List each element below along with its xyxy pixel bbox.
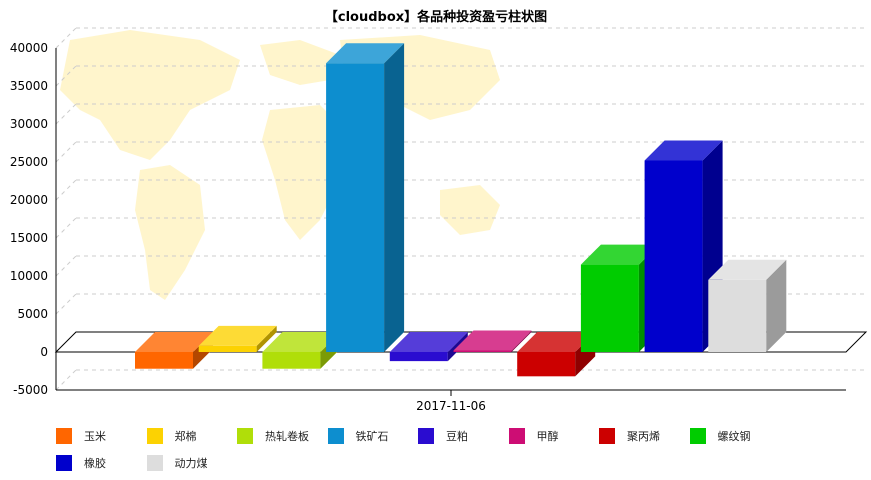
y-tick-label: 30000 xyxy=(10,117,48,131)
legend-label: 螺纹钢 xyxy=(717,430,751,443)
legend-swatch xyxy=(56,455,72,471)
bar-side xyxy=(256,325,277,352)
legend-label: 橡胶 xyxy=(84,457,106,470)
legend-item[interactable]: 甲醇 xyxy=(508,428,559,444)
bar-front xyxy=(517,352,576,377)
world-map-watermark xyxy=(60,30,500,300)
legend-swatch xyxy=(327,428,344,444)
legend-swatch xyxy=(237,428,253,444)
bar-front xyxy=(453,350,512,352)
legend-label: 铁矿石 xyxy=(355,430,389,443)
chart-title: 【cloudbox】各品种投资盈亏柱状图 xyxy=(325,9,547,25)
y-tick-label: 15000 xyxy=(10,231,48,245)
bar-top xyxy=(326,43,405,64)
y-tick-label: 5000 xyxy=(17,307,48,321)
legend-swatch xyxy=(146,455,163,471)
bar-top xyxy=(580,244,659,265)
gridline xyxy=(55,179,77,201)
legend-swatch xyxy=(508,428,525,444)
bar-front xyxy=(135,352,193,369)
bar-top xyxy=(389,332,468,352)
axes: -5000 0 5000 10000 15000 20000 25000 30000 35000… xyxy=(10,41,868,413)
bar-front xyxy=(389,352,448,362)
legend-swatch xyxy=(56,428,72,444)
legend-label: 动力煤 xyxy=(174,457,208,470)
y-tick-label: 40000 xyxy=(10,41,48,55)
y-tick-label: 0 xyxy=(40,345,48,359)
legend-label: 玉米 xyxy=(84,430,106,443)
legend-item[interactable]: 热轧卷板 xyxy=(237,428,309,444)
bar xyxy=(198,325,277,352)
legend-item[interactable]: 豆粕 xyxy=(418,428,468,444)
bar-front xyxy=(580,264,639,352)
bar-front xyxy=(262,352,321,369)
y-tick-label: 25000 xyxy=(10,155,48,169)
x-tick-label: 2017-11-06 xyxy=(416,399,486,413)
bar-side xyxy=(766,259,787,352)
legend-swatch xyxy=(689,428,706,444)
bar-top xyxy=(198,325,277,346)
y-tick-label: 10000 xyxy=(10,269,48,283)
gridline xyxy=(55,141,77,163)
y-tick-label: -5000 xyxy=(13,383,48,397)
legend-swatch xyxy=(418,428,434,444)
bar xyxy=(517,332,596,377)
bar-side xyxy=(384,43,405,352)
legend-label: 热轧卷板 xyxy=(265,430,309,443)
gridline xyxy=(55,103,77,125)
legend-label: 豆粕 xyxy=(446,430,468,443)
gridline xyxy=(55,255,77,277)
legend-item[interactable]: 聚丙烯 xyxy=(599,428,660,444)
bar-front xyxy=(708,279,767,352)
legend-item[interactable]: 动力煤 xyxy=(146,455,208,471)
legend-label: 甲醇 xyxy=(536,430,559,443)
bar-top xyxy=(517,332,596,352)
bar xyxy=(453,330,532,352)
legend-item[interactable]: 铁矿石 xyxy=(327,428,389,444)
bar-top xyxy=(453,330,532,351)
bar xyxy=(389,332,468,362)
y-tick-label: 20000 xyxy=(10,193,48,207)
gridline xyxy=(55,369,77,391)
bar-top xyxy=(262,332,341,352)
bar-side xyxy=(511,330,532,352)
bar-front xyxy=(644,160,703,352)
legend-item[interactable]: 螺纹钢 xyxy=(689,428,751,444)
legend-label: 聚丙烯 xyxy=(627,430,660,443)
legend-swatch xyxy=(146,428,163,444)
bar-front xyxy=(326,63,385,352)
legend-item[interactable]: 玉米 xyxy=(56,428,106,444)
legend-label: 郑棉 xyxy=(174,430,197,443)
gridline xyxy=(55,293,77,315)
legend-swatch xyxy=(599,428,615,444)
legend-item[interactable]: 郑棉 xyxy=(146,428,197,444)
bar-top xyxy=(644,140,723,161)
gridline xyxy=(55,217,77,239)
bar-top xyxy=(708,259,787,280)
bars xyxy=(135,43,787,377)
legend-item[interactable]: 橡胶 xyxy=(56,455,106,471)
bar-front xyxy=(198,345,257,352)
bar-top xyxy=(135,332,213,352)
y-tick-label: 35000 xyxy=(10,79,48,93)
bar xyxy=(326,43,405,352)
bar xyxy=(708,259,787,352)
